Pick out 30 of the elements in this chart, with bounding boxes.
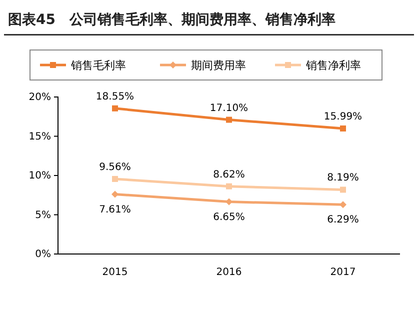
y-tick-label: 10%: [28, 170, 51, 182]
data-label: 9.56%: [99, 162, 131, 173]
x-tick-label: 2015: [102, 267, 128, 278]
data-label: 17.10%: [210, 102, 248, 114]
point: [112, 105, 118, 112]
data-label: 7.61%: [99, 204, 131, 216]
data-label: 15.99%: [324, 111, 362, 122]
point: [112, 190, 118, 198]
legend-label: 销售净利率: [305, 59, 361, 72]
point: [226, 183, 232, 190]
point: [340, 125, 346, 132]
data-label: 8.62%: [213, 169, 245, 180]
y-tick-label: 0%: [35, 249, 51, 260]
legend-label: 销售毛利率: [70, 59, 126, 72]
point: [340, 186, 346, 193]
point: [112, 176, 118, 182]
point: [226, 198, 232, 206]
legend-label: 期间费用率: [191, 59, 246, 72]
y-tick-label: 15%: [28, 131, 51, 142]
y-tick-label: 20%: [28, 92, 51, 104]
data-label: 6.29%: [327, 214, 359, 226]
chart-title: 图表45 公司销售毛利率、期间费用率、销售净利率: [8, 11, 336, 28]
data-label: 6.65%: [213, 212, 245, 223]
y-tick-label: 5%: [35, 210, 51, 221]
data-label: 18.55%: [96, 91, 134, 102]
x-tick-label: 2016: [216, 267, 242, 278]
x-tick-label: 2017: [330, 267, 356, 278]
data-label: 8.19%: [327, 172, 359, 184]
point: [340, 201, 346, 208]
point: [226, 116, 232, 123]
